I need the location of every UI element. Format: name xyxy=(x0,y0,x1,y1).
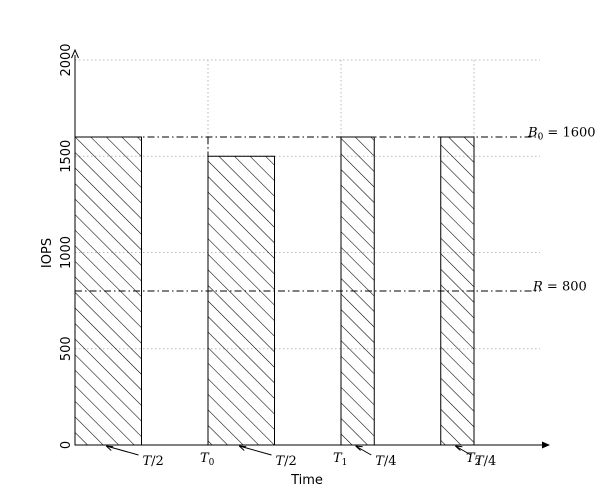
width-label: T/4 xyxy=(475,454,496,469)
reference-line-label: R = 800 xyxy=(532,280,587,295)
y-tick-label: 2000 xyxy=(59,43,74,76)
width-leader-arrowhead xyxy=(355,445,363,451)
y-axis-arrow xyxy=(71,48,79,59)
bar xyxy=(440,136,475,446)
width-leader-arrowhead xyxy=(105,445,114,451)
bar xyxy=(207,155,275,446)
time-marker-label: T1 xyxy=(333,451,347,468)
x-axis-label: Time xyxy=(290,473,323,488)
x-axis-arrow xyxy=(542,441,550,449)
reference-line-label: B0 = 1600 xyxy=(527,126,596,143)
width-label: T/2 xyxy=(276,454,297,469)
axes xyxy=(71,48,550,449)
width-leader-line xyxy=(355,445,372,456)
time-marker-label: T2 xyxy=(466,451,480,468)
width-label: T/4 xyxy=(375,454,396,469)
y-tick-label: 500 xyxy=(59,336,74,361)
width-label: T/2 xyxy=(143,454,164,469)
y-axis-label: IOPS xyxy=(40,238,55,268)
y-tick-label: 1000 xyxy=(59,236,74,269)
labels: B0 = 1600 R = 800 0 500 1000 1500 2000 IOPS Time… xyxy=(40,43,596,488)
bar xyxy=(340,136,375,446)
width-leader-arrowhead xyxy=(455,445,463,451)
width-leader-line xyxy=(239,445,272,456)
width-leader-line xyxy=(455,445,472,456)
time-marker-label: T0 xyxy=(200,451,215,468)
width-leader-line xyxy=(106,445,139,456)
width-leader-arrowhead xyxy=(238,445,247,451)
bar xyxy=(74,136,142,446)
y-tick-label: 0 xyxy=(59,441,74,449)
y-tick-label: 1500 xyxy=(59,140,74,173)
